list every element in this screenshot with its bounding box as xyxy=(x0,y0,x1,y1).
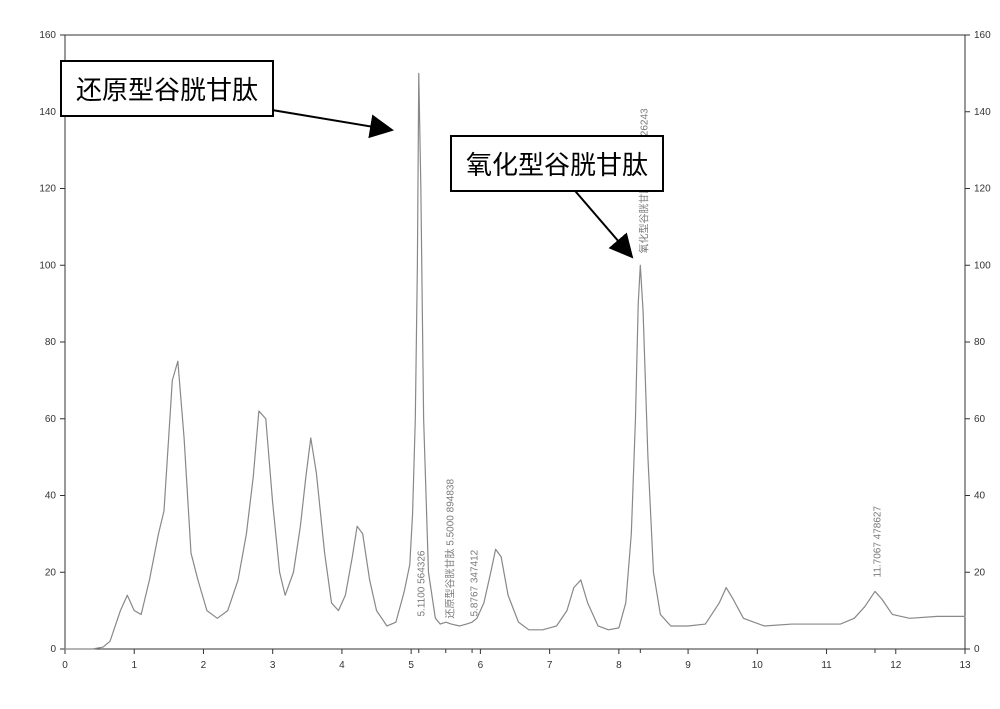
x-tick-label: 6 xyxy=(478,660,484,671)
y-tick-label-left: 160 xyxy=(39,30,56,41)
x-tick-label: 8 xyxy=(616,660,622,671)
x-tick-label: 12 xyxy=(890,660,902,671)
callout-oxidized: 氧化型谷胱甘肽 xyxy=(450,135,664,192)
y-tick-label-right: 0 xyxy=(974,644,980,655)
y-tick-label-left: 20 xyxy=(45,567,57,578)
y-tick-label-right: 20 xyxy=(974,567,986,578)
y-tick-label-left: 40 xyxy=(45,491,57,502)
x-tick-label: 4 xyxy=(339,660,345,671)
callout-reduced: 还原型谷胱甘肽 xyxy=(60,60,274,117)
y-tick-label-right: 80 xyxy=(974,337,986,348)
y-tick-label-left: 140 xyxy=(39,107,56,118)
y-tick-label-right: 100 xyxy=(974,260,991,271)
y-tick-label-right: 140 xyxy=(974,107,991,118)
x-tick-label: 1 xyxy=(131,660,137,671)
peak-label: 11.7067 478627 xyxy=(873,506,884,578)
chromatogram-figure: 0123456789101112130204060801001201401600… xyxy=(0,0,1000,709)
y-tick-label-left: 60 xyxy=(45,414,57,425)
y-tick-label-right: 120 xyxy=(974,184,991,195)
x-tick-label: 0 xyxy=(62,660,68,671)
x-tick-label: 13 xyxy=(959,660,971,671)
y-tick-label-left: 0 xyxy=(50,644,56,655)
x-tick-label: 5 xyxy=(408,660,414,671)
x-tick-label: 10 xyxy=(752,660,764,671)
y-tick-label-left: 80 xyxy=(45,337,57,348)
peak-label: 5.1100 564326 xyxy=(416,550,427,616)
x-tick-label: 11 xyxy=(821,660,832,671)
x-tick-label: 3 xyxy=(270,660,276,671)
plot-border xyxy=(65,35,965,649)
y-tick-label-right: 160 xyxy=(974,30,991,41)
peak-label: 还原型谷胱甘肽 5.5000 894838 xyxy=(441,479,456,619)
y-tick-label-right: 60 xyxy=(974,414,986,425)
x-tick-label: 9 xyxy=(685,660,691,671)
callout-text: 还原型谷胱甘肽 xyxy=(76,76,258,105)
y-tick-label-left: 100 xyxy=(39,260,56,271)
callout-text: 氧化型谷胱甘肽 xyxy=(466,151,648,180)
y-tick-label-right: 40 xyxy=(974,491,986,502)
x-tick-label: 2 xyxy=(201,660,207,671)
peak-label: 5.8767 347412 xyxy=(470,549,481,616)
x-tick-label: 7 xyxy=(547,660,553,671)
y-tick-label-left: 120 xyxy=(39,184,56,195)
